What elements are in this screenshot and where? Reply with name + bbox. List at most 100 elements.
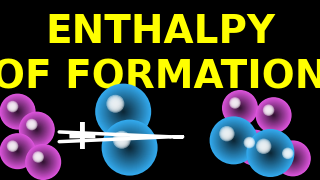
Circle shape [109,97,122,111]
Circle shape [116,134,143,161]
Circle shape [3,136,33,166]
Circle shape [237,130,272,165]
Circle shape [275,140,311,176]
Circle shape [126,144,133,151]
Circle shape [16,110,20,113]
Circle shape [1,95,35,128]
Circle shape [286,151,300,166]
Circle shape [249,142,260,153]
Circle shape [27,120,46,139]
Circle shape [118,136,125,143]
Circle shape [227,133,241,148]
Circle shape [264,106,283,125]
Circle shape [232,100,248,116]
Circle shape [232,100,248,116]
Circle shape [252,145,257,150]
Circle shape [271,113,276,118]
Circle shape [220,127,247,154]
Circle shape [39,158,47,166]
Circle shape [7,101,28,122]
Circle shape [32,125,42,134]
Circle shape [252,135,289,171]
Circle shape [258,100,289,131]
Circle shape [118,107,128,116]
Circle shape [36,155,40,159]
Circle shape [233,101,247,115]
Circle shape [29,122,44,137]
Circle shape [101,89,146,134]
Circle shape [105,93,142,130]
Circle shape [258,141,269,152]
Circle shape [6,100,29,123]
Circle shape [16,149,20,153]
Circle shape [251,144,258,151]
Circle shape [227,95,253,121]
Circle shape [111,129,148,166]
Circle shape [238,131,271,164]
Circle shape [273,115,274,116]
Circle shape [27,120,37,130]
Circle shape [8,102,17,111]
Circle shape [246,139,253,146]
Circle shape [20,112,54,147]
Circle shape [228,135,239,146]
Circle shape [97,86,149,138]
Circle shape [234,102,246,114]
Circle shape [250,143,259,152]
Circle shape [117,135,126,144]
Circle shape [11,144,25,158]
Circle shape [127,145,132,150]
Circle shape [211,118,256,163]
Circle shape [256,139,271,154]
Circle shape [245,139,263,157]
Circle shape [109,98,137,126]
Circle shape [104,92,143,131]
Circle shape [233,101,237,105]
Circle shape [250,133,291,173]
Text: OF FORMATION: OF FORMATION [0,58,320,96]
Circle shape [239,107,241,109]
Circle shape [245,138,254,147]
Circle shape [116,134,144,162]
Circle shape [241,134,268,161]
Circle shape [287,152,299,164]
Circle shape [217,124,250,157]
Circle shape [2,96,33,127]
Circle shape [291,156,295,161]
Circle shape [113,102,118,106]
Circle shape [123,141,136,154]
Circle shape [25,118,49,142]
Circle shape [38,157,48,167]
Circle shape [36,129,37,130]
Circle shape [219,126,235,141]
Circle shape [33,125,41,134]
Circle shape [13,147,22,155]
Circle shape [265,107,282,124]
Circle shape [226,94,254,122]
Circle shape [33,152,43,162]
Circle shape [110,98,136,125]
Circle shape [34,127,40,133]
Circle shape [236,104,244,112]
Circle shape [12,145,24,157]
Circle shape [28,146,59,178]
Circle shape [121,139,123,141]
Circle shape [244,137,265,158]
Circle shape [283,148,303,169]
Circle shape [256,139,285,167]
Circle shape [30,122,44,137]
Circle shape [7,140,28,162]
Circle shape [129,147,131,148]
Circle shape [260,101,287,129]
Circle shape [257,140,270,153]
Circle shape [246,140,252,145]
Circle shape [6,100,30,124]
Circle shape [288,154,298,163]
Circle shape [239,107,241,109]
Circle shape [116,134,127,145]
Circle shape [98,86,148,137]
Circle shape [109,127,150,168]
Circle shape [256,98,291,133]
Circle shape [262,145,278,161]
Circle shape [225,132,243,149]
